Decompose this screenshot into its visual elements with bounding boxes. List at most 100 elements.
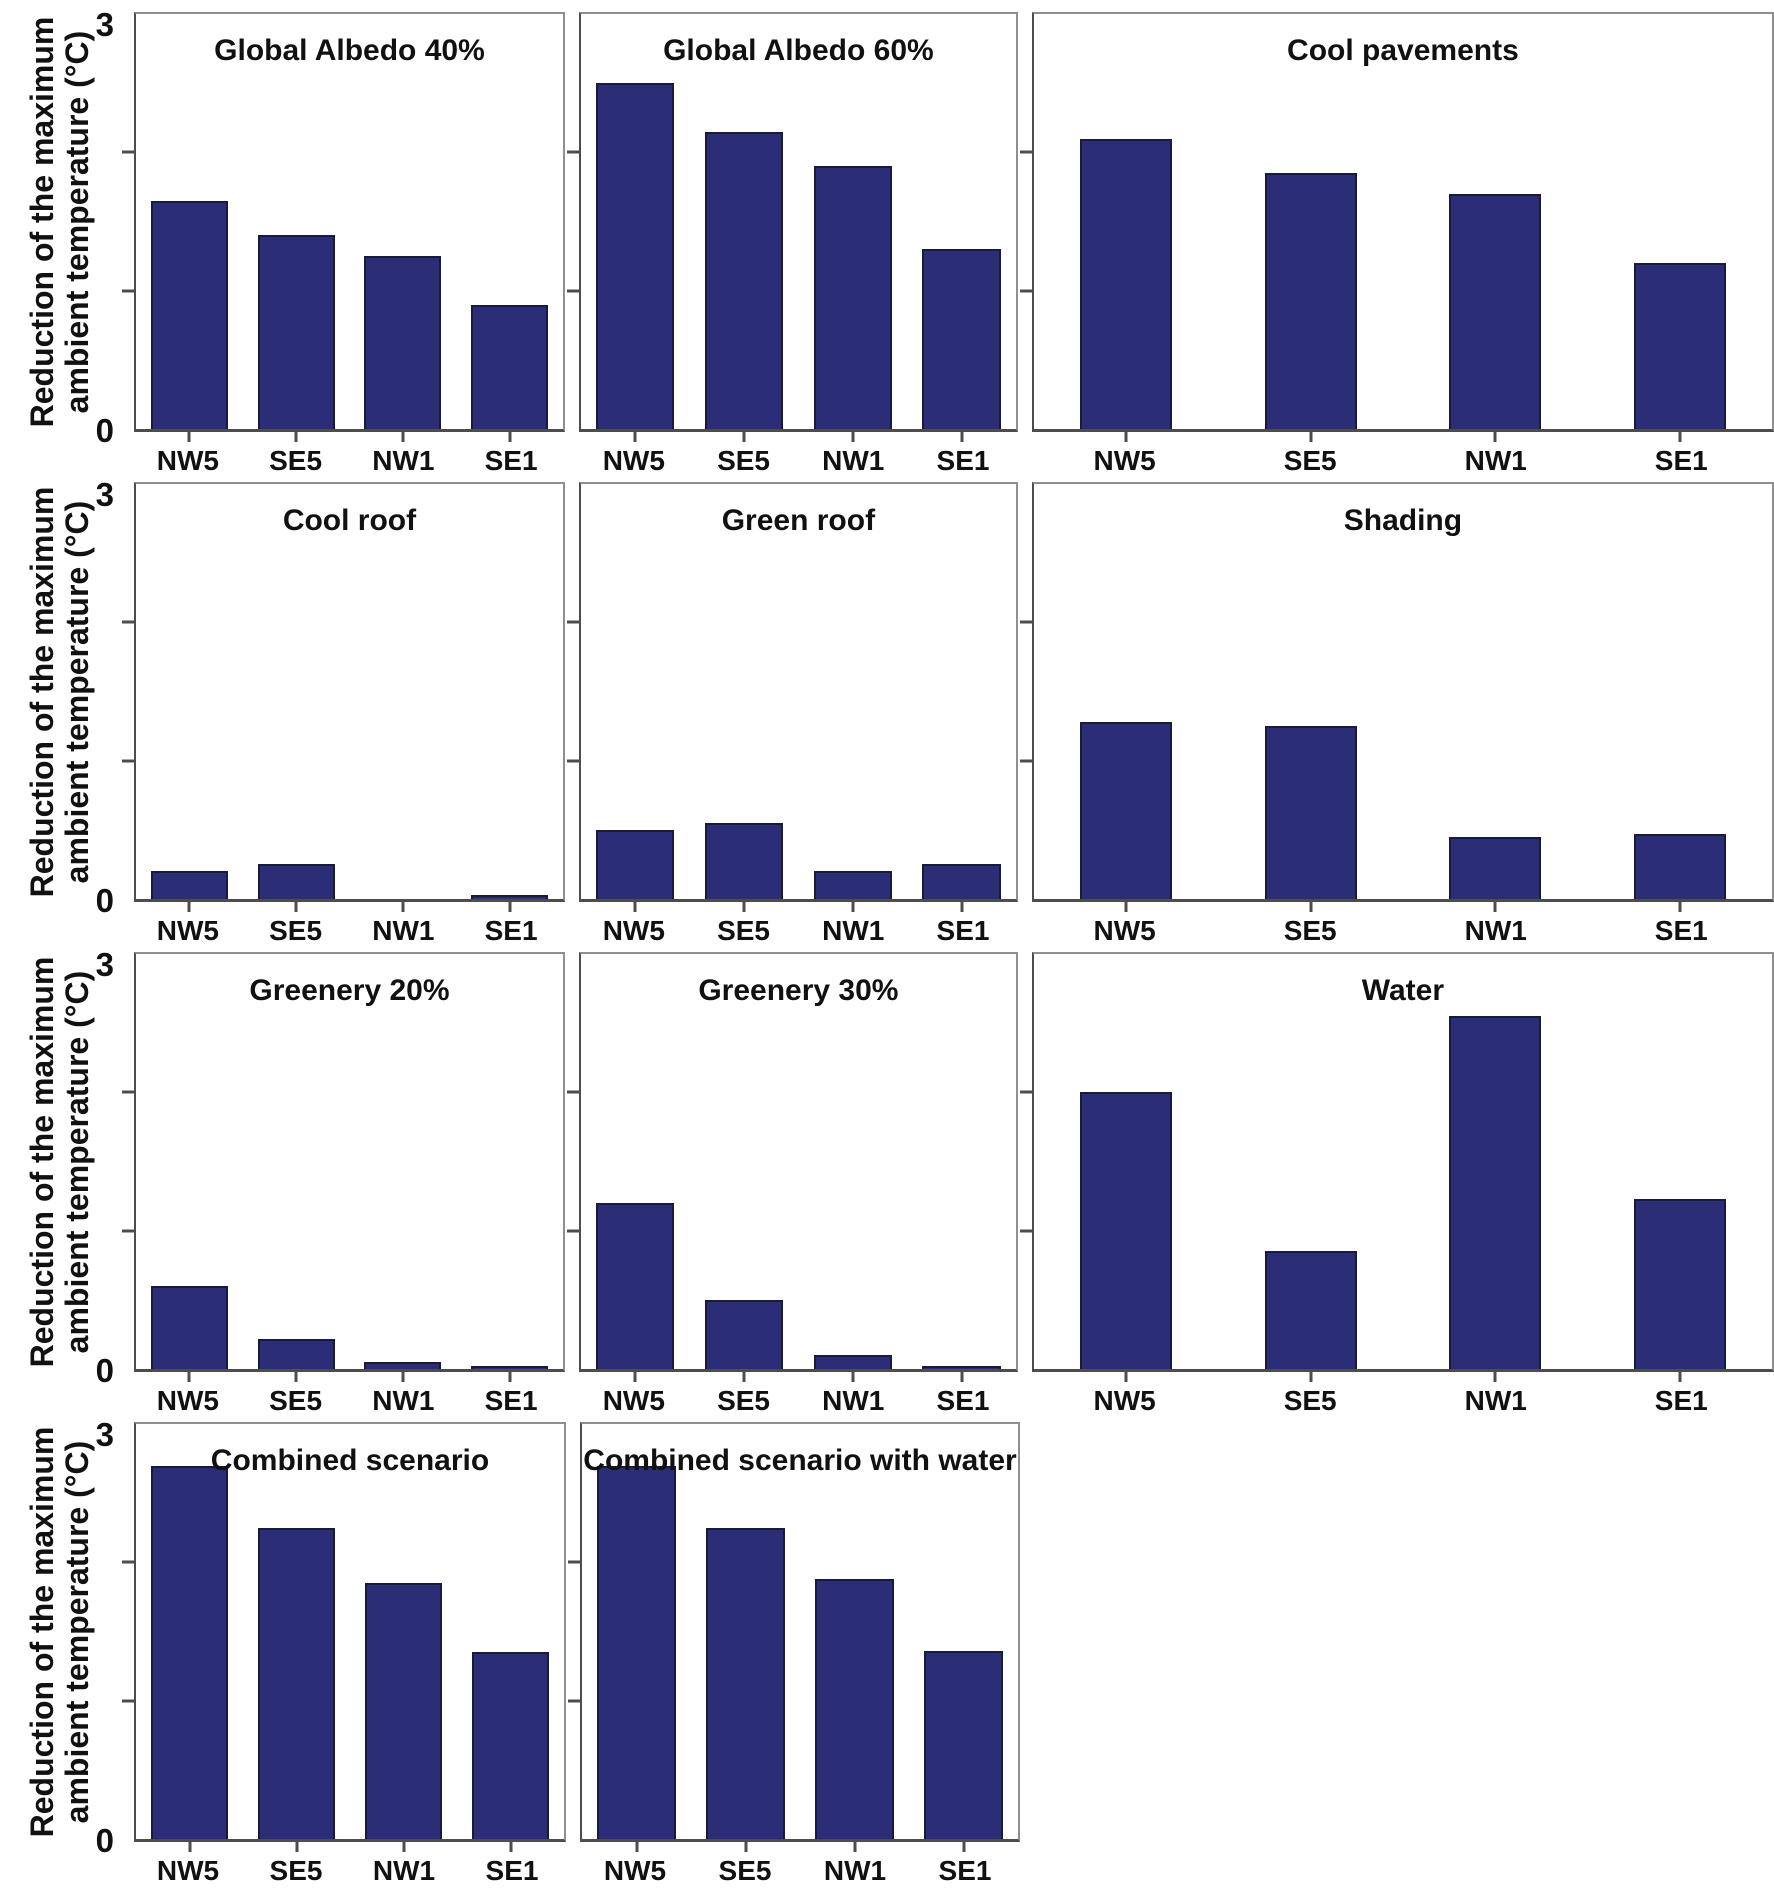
bar-slot-nw1	[350, 1424, 457, 1839]
x-tick-label-se5: SE5	[717, 445, 770, 476]
chart-row: 3 Reduction of the maximum ambient temper…	[0, 948, 1774, 1422]
y-axis-bottom-tick-label: 0	[95, 1351, 114, 1389]
y-axis-cell: 3 Reduction of the maximum ambient temper…	[0, 948, 120, 1422]
x-tick-label-se5: SE5	[269, 1855, 323, 1886]
plot-area: Cool roof	[122, 482, 565, 902]
y-axis-top-tick-label: 3	[95, 946, 114, 983]
bar-se1	[1633, 833, 1726, 899]
plot-area: Greenery 30%	[566, 952, 1018, 1372]
x-axis-labels: NW5 SE5 NW1 SE1	[134, 902, 565, 952]
x-tick-label-se1: SE1	[938, 1855, 992, 1886]
y-axis-cell: 3 Reduction of the maximum ambient temper…	[0, 478, 120, 952]
y-axis-tick-mark	[566, 759, 580, 763]
bar-nw5	[1079, 721, 1173, 899]
bar-se5	[257, 864, 335, 899]
bar-nw5	[596, 1203, 675, 1369]
bar-se5	[1264, 1251, 1357, 1369]
bar-slot-nw5	[581, 954, 690, 1369]
y-axis-tick-mark	[1019, 150, 1033, 154]
bar-slot-se1	[1587, 954, 1772, 1369]
bar-nw1	[1449, 193, 1542, 429]
bar-nw5	[150, 200, 228, 429]
bar-slot-nw1	[1403, 954, 1588, 1369]
bar-nw1	[813, 871, 892, 899]
bar-slot-se1	[907, 14, 1016, 429]
bars-area	[136, 1424, 564, 1839]
bar-slot-se5	[1218, 14, 1403, 429]
bar-se1	[471, 304, 548, 429]
y-axis-tick-mark	[122, 1229, 135, 1233]
y-axis-tick-mark	[122, 759, 135, 763]
x-axis-labels: NW5 SE5 NW1 SE1	[579, 902, 1018, 952]
bar-slot-se5	[243, 954, 350, 1369]
plot-area: Greenery 20%	[122, 952, 565, 1372]
panel-title: Global Albedo 60%	[663, 34, 934, 67]
bar-nw1	[364, 256, 442, 429]
panel-title: Combined scenario	[210, 1444, 490, 1477]
bar-slot-nw5	[136, 954, 243, 1369]
x-tick-label-nw5: NW5	[156, 445, 219, 476]
bar-slot-nw1	[1403, 484, 1588, 899]
panel-title: Cool pavements	[1287, 34, 1519, 67]
bar-slot-se1	[907, 484, 1016, 899]
bar-nw5	[596, 83, 675, 429]
y-axis-title: Reduction of the maximum ambient tempera…	[23, 956, 95, 1368]
bar-slot-se1	[456, 484, 563, 899]
chart-panel-shading: Shading NW5 SE5 NW1 SE1	[1019, 482, 1774, 952]
bar-slot-nw1	[798, 14, 907, 429]
bar-se1	[924, 1650, 1003, 1839]
bar-slot-se5	[691, 1424, 800, 1839]
bar-se1	[922, 1366, 1001, 1369]
plot-area: Combined scenario with water	[568, 1422, 1020, 1842]
bar-nw5	[597, 1465, 676, 1839]
panel-title: Cool roof	[282, 504, 417, 537]
x-tick-label-nw1: NW1	[823, 1855, 887, 1886]
x-tick-label-se1: SE1	[1654, 1385, 1708, 1416]
bar-nw1	[813, 1355, 892, 1369]
bar-nw5	[596, 829, 675, 899]
x-tick-label-nw5: NW5	[1093, 445, 1156, 476]
y-axis-tick-mark	[566, 1229, 580, 1233]
y-axis-tick-mark	[122, 289, 135, 293]
y-axis-cell: 3 Reduction of the maximum ambient temper…	[0, 1418, 120, 1892]
x-tick-label-se1: SE1	[485, 1855, 539, 1886]
y-axis-tick-mark	[122, 620, 135, 624]
x-tick-label-se5: SE5	[1283, 445, 1337, 476]
chart-row: 3 Reduction of the maximum ambient temper…	[0, 478, 1774, 952]
x-axis-labels: NW5 SE5 NW1 SE1	[134, 432, 565, 482]
y-axis-cell: 3 Reduction of the maximum ambient temper…	[0, 8, 120, 482]
bar-slot-se1	[909, 1424, 1018, 1839]
bar-slot-se5	[690, 14, 799, 429]
y-axis-title: Reduction of the maximum ambient tempera…	[23, 1426, 95, 1838]
bar-slot-nw1	[349, 14, 456, 429]
bar-nw1	[815, 1578, 894, 1839]
bar-se5	[704, 131, 784, 429]
bar-slot-nw1	[798, 484, 907, 899]
x-tick-label-nw1: NW1	[372, 1855, 436, 1886]
x-tick-label-nw1: NW1	[1464, 1385, 1527, 1416]
chart-panel-cool-roof: Cool roof NW5 SE5 NW1 SE1	[122, 482, 565, 952]
bar-nw5	[150, 871, 228, 899]
bar-slot-se5	[243, 14, 350, 429]
y-axis-top-tick-label: 3	[95, 476, 114, 513]
bar-se5	[704, 1299, 784, 1369]
bar-slot-nw5	[1034, 14, 1219, 429]
bar-se1	[471, 1366, 548, 1369]
chart-panel-green-roof: Green roof NW5 SE5 NW1 SE1	[566, 482, 1018, 952]
bar-slot-se5	[1218, 484, 1403, 899]
chart-panel-greenery-20: Greenery 20% NW5 SE5 NW1 SE1	[122, 952, 565, 1422]
y-axis-tick-mark	[1019, 620, 1033, 624]
bar-slot-se5	[243, 1424, 350, 1839]
plot-area: Cool pavements	[1019, 12, 1774, 432]
panel-title: Combined scenario with water	[583, 1444, 1017, 1477]
y-axis-tick-mark	[568, 1699, 581, 1703]
x-tick-label-se1: SE1	[484, 1385, 538, 1416]
y-axis-tick-mark	[122, 1560, 135, 1564]
bars-area	[136, 484, 563, 899]
x-axis-labels: NW5 SE5 NW1 SE1	[134, 1842, 566, 1892]
bar-se5	[704, 822, 784, 899]
bar-slot-nw1	[349, 954, 456, 1369]
bars-area	[582, 1424, 1018, 1839]
x-tick-label-nw5: NW5	[156, 1855, 220, 1886]
bars-area	[1034, 484, 1772, 899]
